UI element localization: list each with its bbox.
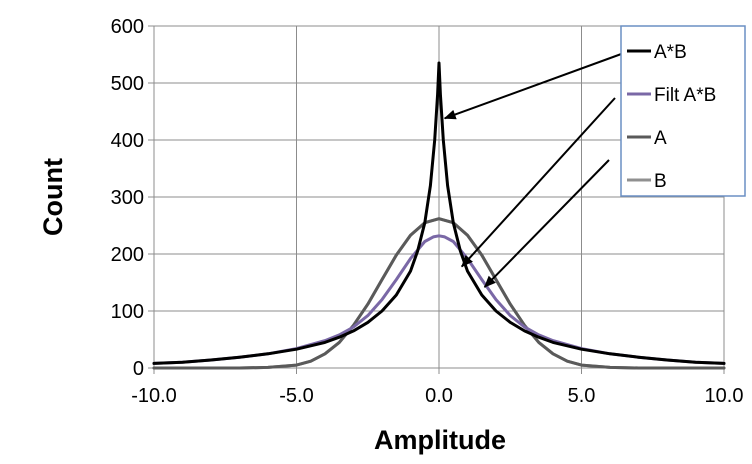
y-tick-label: 500	[111, 73, 144, 95]
y-axis-title: Count	[38, 158, 68, 236]
x-axis-title: Amplitude	[374, 425, 506, 455]
annotation-arrow	[461, 97, 616, 268]
y-tick-label: 0	[133, 358, 144, 380]
legend-label: Filt A*B	[654, 85, 716, 106]
legend: A*B Filt A*B A B	[620, 25, 746, 197]
series-lines	[152, 61, 726, 370]
x-tick-label: 5.0	[568, 385, 596, 407]
legend-label: A*B	[654, 42, 687, 63]
y-tick-label: 300	[111, 187, 144, 209]
y-tick-label: 600	[111, 16, 144, 38]
annotation-arrows	[443, 52, 626, 288]
legend-box	[620, 25, 746, 197]
series-line-a-b	[152, 61, 726, 365]
annotation-arrow	[483, 159, 610, 288]
x-tick-label: 10.0	[705, 385, 744, 407]
y-tick-label: 100	[111, 301, 144, 323]
legend-label: B	[654, 171, 667, 192]
legend-label: A	[654, 128, 667, 149]
tick-labels: 0 100 200 300 400 500 600 -10.0 -5.0 0.0 5.0 10.0	[111, 16, 744, 407]
x-tick-label: -10.0	[131, 385, 177, 407]
x-tick-label: 0.0	[425, 385, 453, 407]
y-tick-label: 400	[111, 130, 144, 152]
annotation-arrow	[443, 52, 625, 120]
series-line-a	[152, 217, 726, 370]
y-tick-label: 200	[111, 244, 144, 266]
x-tick-label: -5.0	[279, 385, 313, 407]
